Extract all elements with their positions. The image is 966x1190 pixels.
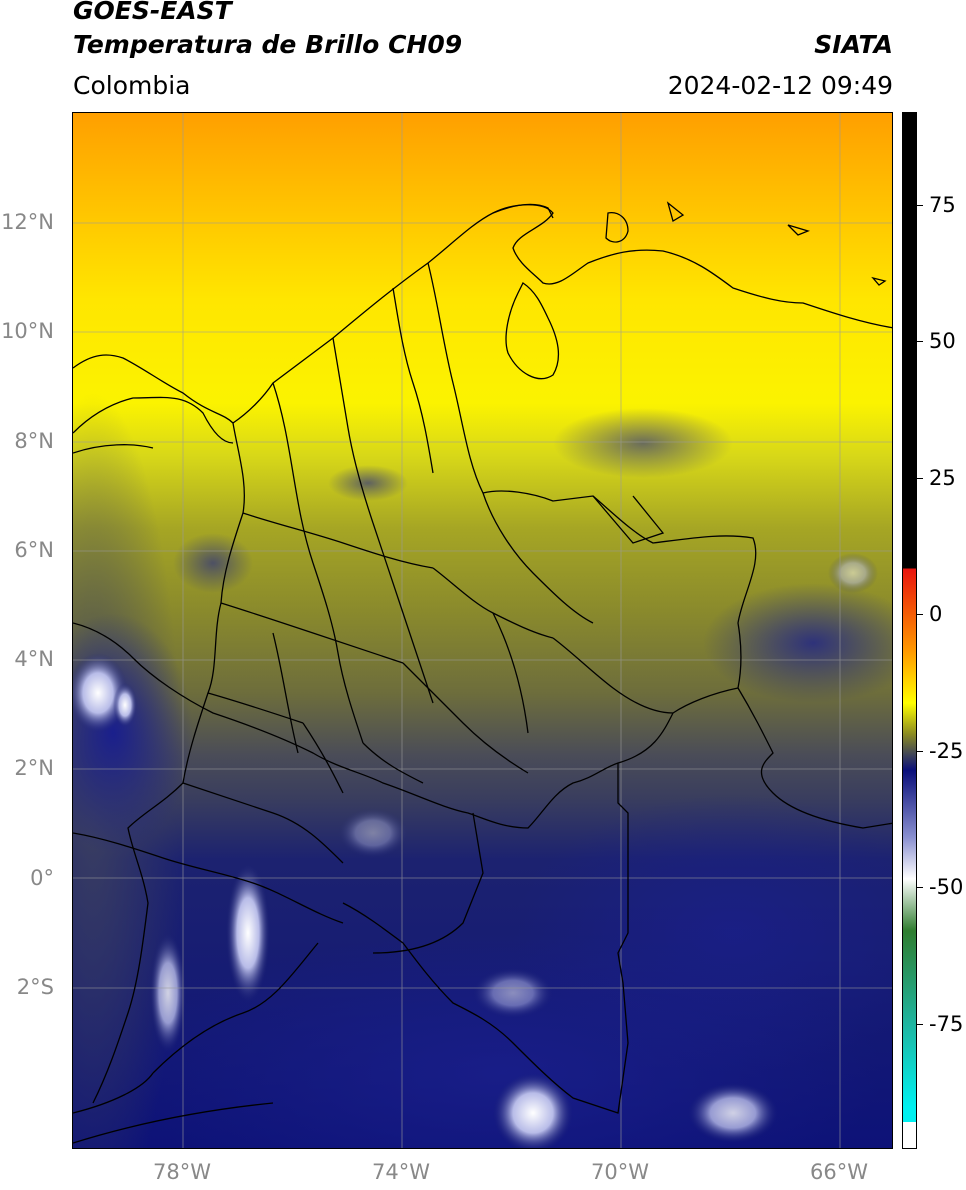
colorbar-tick xyxy=(917,205,923,206)
lat-label-6n: 6°N xyxy=(14,538,54,562)
map-canvas xyxy=(73,113,892,1148)
colorbar-tick xyxy=(917,614,923,615)
lat-label-2n: 2°N xyxy=(14,756,54,780)
lat-label-8n: 8°N xyxy=(14,429,54,453)
colorbar-tick xyxy=(917,1024,923,1025)
colorbar-label-minus75: -75 xyxy=(929,1012,964,1036)
colorbar-label-minus50: -50 xyxy=(929,875,964,899)
colorbar-label-75: 75 xyxy=(929,193,956,217)
colorbar-tick xyxy=(917,478,923,479)
lat-label-0: 0° xyxy=(30,866,54,890)
lon-label-70w: 70°W xyxy=(591,1160,649,1184)
datetime-label: 2024-02-12 09:49 xyxy=(667,71,893,100)
colorbar-label-50: 50 xyxy=(929,329,956,353)
colorbar-label-25: 25 xyxy=(929,466,956,490)
lat-label-4n: 4°N xyxy=(14,647,54,671)
satellite-map xyxy=(72,112,893,1149)
region-label: Colombia xyxy=(73,71,191,100)
colorbar xyxy=(902,112,917,1149)
colorbar-tick xyxy=(917,341,923,342)
colorbar-tick xyxy=(917,887,923,888)
title-satellite: GOES-EAST xyxy=(73,0,232,25)
lon-label-74w: 74°W xyxy=(372,1160,430,1184)
lat-label-12n: 12°N xyxy=(1,210,54,234)
lat-label-2s: 2°S xyxy=(16,975,54,999)
lon-label-66w: 66°W xyxy=(810,1160,868,1184)
lon-label-78w: 78°W xyxy=(153,1160,211,1184)
brand-label: SIATA xyxy=(814,30,893,59)
title-product: Temperatura de Brillo CH09 xyxy=(73,30,463,59)
colorbar-tick xyxy=(917,751,923,752)
lat-label-10n: 10°N xyxy=(1,319,54,343)
colorbar-label-0: 0 xyxy=(929,602,943,626)
colorbar-label-minus25: -25 xyxy=(929,739,964,763)
